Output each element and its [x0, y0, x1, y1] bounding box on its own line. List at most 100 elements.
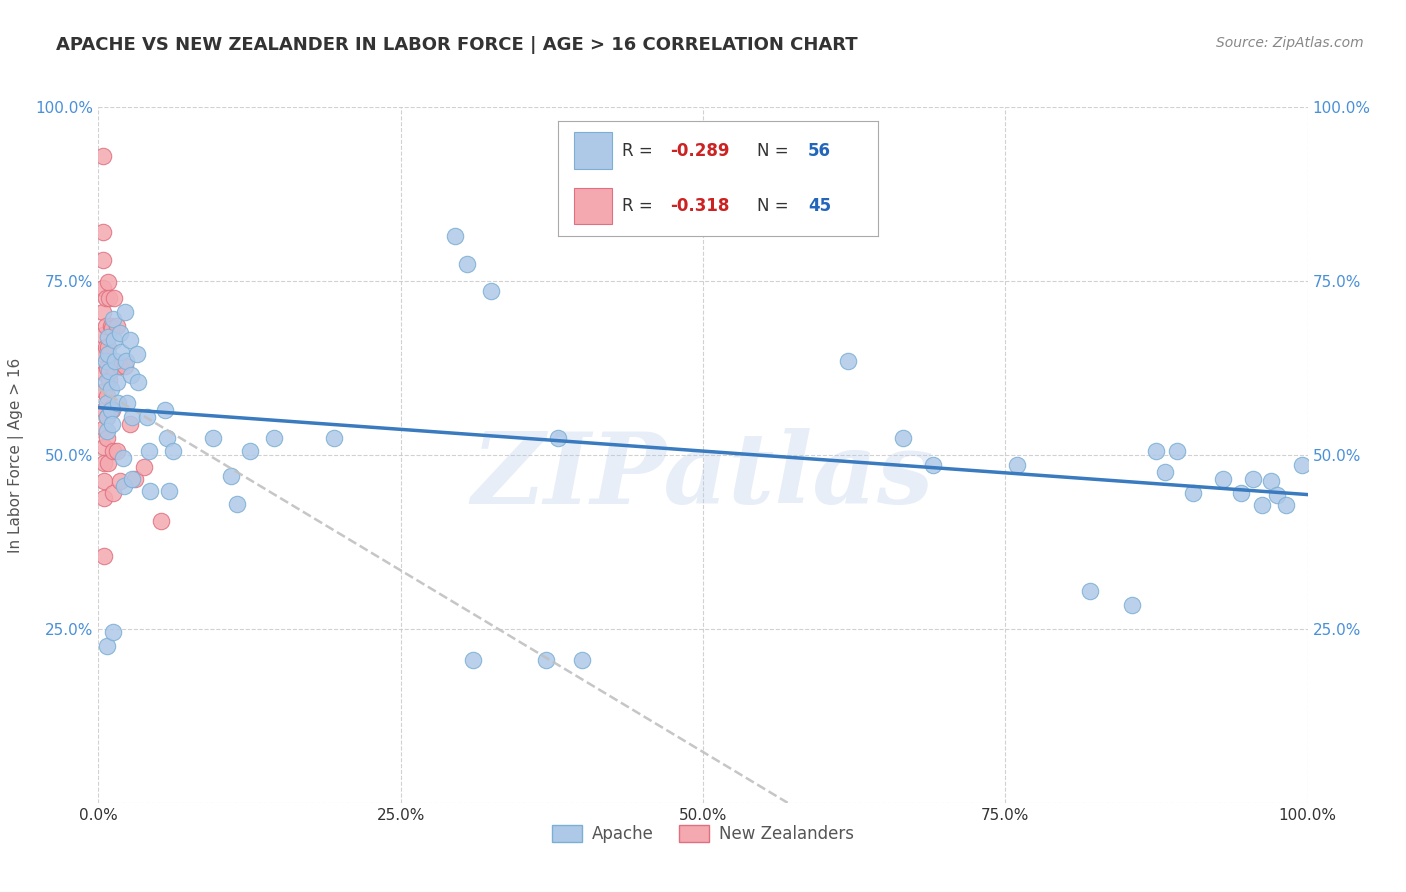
Point: [124, 472, 146, 486]
Point: [1154, 466, 1177, 480]
Point: [444, 228, 467, 243]
Point: [93, 491, 115, 505]
Point: [93, 549, 115, 563]
Point: [891, 430, 914, 444]
Point: [1078, 583, 1101, 598]
Point: [100, 382, 122, 396]
Point: [91, 328, 114, 343]
Point: [94, 291, 117, 305]
Point: [156, 430, 179, 444]
Point: [114, 359, 136, 373]
Point: [1181, 486, 1204, 500]
Point: [921, 458, 943, 473]
Point: [1121, 598, 1143, 612]
Point: [226, 497, 249, 511]
Point: [139, 484, 162, 499]
Point: [1267, 488, 1289, 502]
Point: [134, 460, 156, 475]
Point: [98, 364, 121, 378]
Point: [91, 347, 114, 361]
Point: [153, 402, 176, 417]
Point: [1250, 498, 1272, 512]
Point: [115, 354, 138, 368]
Point: [108, 359, 131, 373]
Point: [1260, 475, 1282, 489]
Legend: Apache, New Zealanders: Apache, New Zealanders: [546, 819, 860, 850]
Point: [118, 333, 141, 347]
Point: [547, 430, 569, 444]
Point: [263, 430, 285, 444]
Point: [1230, 486, 1253, 500]
Point: [456, 257, 478, 271]
Point: [150, 514, 173, 528]
Point: [93, 384, 115, 398]
Point: [105, 375, 128, 389]
Point: [103, 291, 125, 305]
Point: [135, 409, 157, 424]
Point: [101, 625, 124, 640]
Point: [463, 653, 485, 667]
Point: [111, 451, 134, 466]
Text: APACHE VS NEW ZEALANDER IN LABOR FORCE | AGE > 16 CORRELATION CHART: APACHE VS NEW ZEALANDER IN LABOR FORCE |…: [56, 36, 858, 54]
Point: [103, 360, 125, 375]
Point: [96, 389, 118, 403]
Point: [96, 360, 118, 375]
Point: [138, 444, 160, 458]
Point: [121, 409, 143, 424]
Point: [1007, 458, 1029, 473]
Point: [91, 253, 114, 268]
Point: [110, 345, 132, 359]
Point: [157, 484, 180, 499]
Point: [103, 333, 125, 347]
Point: [93, 440, 115, 454]
Point: [96, 430, 118, 444]
Point: [98, 373, 121, 387]
Point: [837, 354, 859, 368]
Point: [97, 347, 120, 361]
Point: [91, 281, 114, 295]
Point: [97, 329, 120, 343]
Point: [100, 321, 122, 335]
Point: [105, 319, 128, 334]
Point: [1212, 472, 1234, 486]
Point: [117, 396, 139, 410]
Point: [91, 225, 114, 239]
Point: [481, 285, 503, 299]
Point: [94, 354, 117, 368]
Point: [93, 402, 115, 417]
Point: [94, 375, 117, 389]
Point: [94, 340, 117, 354]
Point: [100, 319, 122, 334]
Point: [162, 444, 184, 458]
Point: [97, 276, 120, 290]
Point: [323, 430, 346, 444]
Point: [1146, 444, 1168, 458]
Point: [1166, 444, 1188, 458]
Point: [112, 479, 135, 493]
Point: [97, 340, 120, 354]
Point: [1241, 472, 1264, 486]
Point: [91, 149, 114, 163]
Point: [221, 468, 243, 483]
Point: [108, 475, 131, 489]
Text: ZIPatlas: ZIPatlas: [472, 427, 934, 524]
Point: [96, 409, 118, 424]
Point: [105, 444, 128, 458]
Point: [118, 417, 141, 431]
Point: [94, 319, 117, 334]
Point: [107, 396, 129, 410]
Point: [534, 653, 557, 667]
Point: [98, 291, 121, 305]
Point: [101, 312, 124, 326]
Point: [101, 444, 124, 458]
Point: [91, 305, 114, 319]
Point: [127, 375, 149, 389]
Point: [239, 444, 262, 458]
Point: [1275, 498, 1298, 512]
Point: [97, 456, 120, 470]
Point: [101, 486, 124, 500]
Text: Source: ZipAtlas.com: Source: ZipAtlas.com: [1216, 36, 1364, 50]
Point: [96, 424, 118, 438]
Point: [100, 401, 122, 415]
Y-axis label: In Labor Force | Age > 16: In Labor Force | Age > 16: [8, 358, 24, 552]
